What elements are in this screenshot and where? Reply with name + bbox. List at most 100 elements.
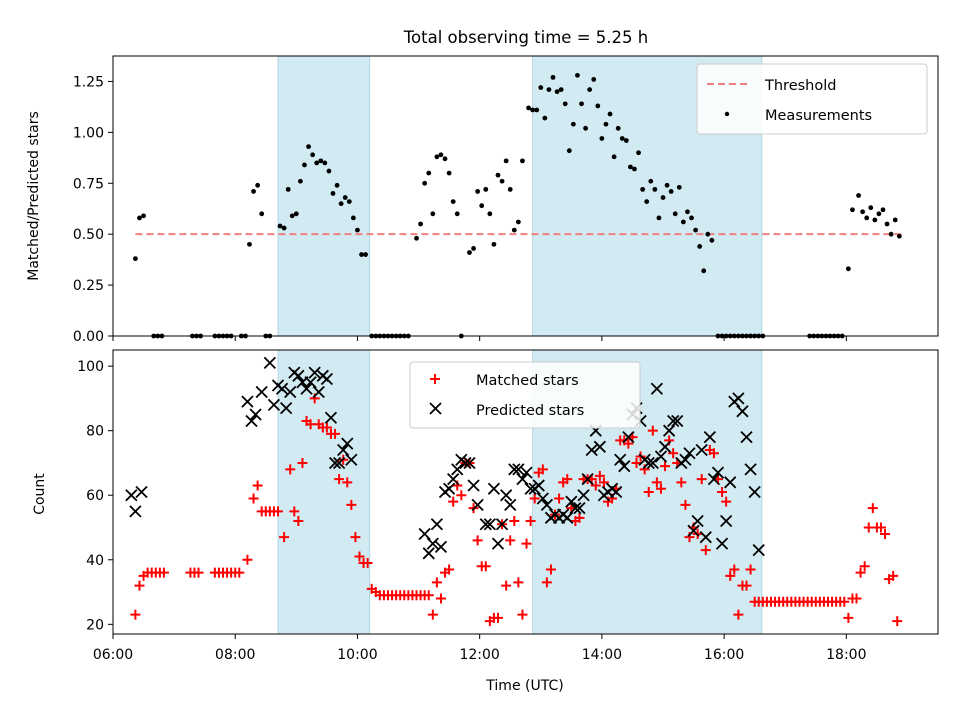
measurement-point <box>483 186 489 192</box>
predicted-star-point <box>565 495 578 508</box>
measurements-legend-label: Measurements <box>765 108 872 124</box>
measurement-point <box>495 172 501 178</box>
measurement-point <box>446 170 452 176</box>
y-tick-label: 60 <box>86 488 104 504</box>
matched-star-point <box>745 564 756 575</box>
predicted-star-point <box>324 411 338 424</box>
matched-star-point <box>880 528 891 539</box>
matched-star-point <box>875 522 886 533</box>
top-title: Total observing time = 5.25 h <box>403 28 648 47</box>
matched-star-point <box>354 551 365 562</box>
measurement-point <box>680 219 686 225</box>
predicted-star-point <box>703 430 716 444</box>
measurement-point <box>499 178 505 184</box>
matched-star-point <box>130 609 141 620</box>
measurement-point <box>845 266 851 272</box>
y-tick-label: 100 <box>77 359 104 375</box>
measurement-point <box>554 89 560 95</box>
matched-star-point <box>517 609 528 620</box>
matched-star-point <box>279 532 290 543</box>
y-tick-label: 20 <box>86 617 104 633</box>
matched-star-point <box>472 535 483 546</box>
measurement-point <box>520 158 525 164</box>
measurement-point <box>363 252 368 257</box>
matched-star-point <box>242 554 253 565</box>
bottom-panel: 20 40 60 80 100 06:00 08:00 10:00 12:00 14:00 16:… <box>32 349 939 694</box>
predicted-star-point <box>312 385 325 399</box>
predicted-star-point <box>328 456 342 470</box>
matched-star-point <box>859 561 870 572</box>
measurement-point <box>289 213 295 219</box>
predicted-star-point <box>715 537 729 550</box>
measurement-point <box>558 87 564 92</box>
matched-star-point <box>448 496 459 507</box>
measurement-point <box>346 199 352 205</box>
threshold-legend-label: Threshold <box>764 78 836 94</box>
matched-star-point <box>676 477 687 488</box>
x-tick-label: 12:00 <box>459 647 499 663</box>
measurement-point <box>693 227 698 233</box>
predicted-star-point <box>720 514 733 528</box>
measurement-point <box>487 211 493 217</box>
matched-star-point <box>631 457 642 468</box>
predicted-star-point <box>504 498 517 512</box>
measurement-point <box>850 207 855 213</box>
measurement-point <box>676 184 682 190</box>
measurement-point <box>856 193 861 198</box>
predicted-star-point <box>748 485 761 499</box>
predicted-star-point <box>430 518 444 531</box>
predicted-star-point <box>610 485 623 499</box>
predicted-star-point <box>320 372 334 386</box>
matched-star-point <box>554 493 565 504</box>
matched-star-point <box>293 516 304 527</box>
matched-star-point <box>321 422 332 433</box>
predicted-star-point <box>642 456 655 470</box>
predicted-star-point <box>300 382 313 395</box>
measurement-point <box>430 211 436 217</box>
predicted-star-point <box>418 527 431 541</box>
measurement-point <box>689 215 694 221</box>
measurement-point <box>615 125 621 131</box>
measurement-point <box>298 178 303 184</box>
measurement-point <box>479 203 485 209</box>
measurement-point <box>599 136 605 141</box>
predicted-star-point <box>593 440 606 453</box>
measurement-point <box>550 74 556 80</box>
matched-star-point <box>594 470 605 481</box>
predicted-star-point <box>736 405 749 418</box>
x-tick-label: 08:00 <box>215 647 255 663</box>
top-legend-box <box>696 63 928 135</box>
bottom-legend: Matched stars Predicted stars <box>409 361 641 429</box>
measurement-point <box>330 191 336 196</box>
measurement-point <box>705 231 711 237</box>
predicted-star-point <box>241 395 254 408</box>
measurement-point <box>664 182 670 188</box>
matched-star-point <box>297 457 308 468</box>
measurement-point <box>591 77 597 82</box>
predicted-star-point <box>491 537 505 550</box>
predicted-star-point <box>263 356 276 370</box>
predicted-star-point <box>711 466 725 479</box>
bottom-x-label: Time (UTC) <box>485 678 563 694</box>
measurement-point <box>644 199 650 205</box>
matched-star-point <box>525 516 536 527</box>
predicted-star-point <box>577 489 590 502</box>
y-tick-label: 1.00 <box>73 125 104 141</box>
measurement-point <box>277 223 283 229</box>
measurement-point <box>414 235 419 241</box>
matched-star-point <box>668 448 679 459</box>
predicted-star-point <box>495 518 509 531</box>
predicted-star-point <box>487 482 501 495</box>
predicted-star-point <box>724 476 737 489</box>
matched-star-point <box>696 474 707 485</box>
matched-star-point <box>855 567 866 578</box>
measurement-point <box>281 225 287 231</box>
matched-star-point <box>651 477 662 488</box>
matched-star-point <box>660 461 671 472</box>
measurement-point <box>542 115 548 121</box>
bottom-legend-box <box>409 361 641 429</box>
measurement-point <box>864 215 870 221</box>
predicted-star-point <box>516 472 529 486</box>
matched-star-point <box>647 425 658 436</box>
